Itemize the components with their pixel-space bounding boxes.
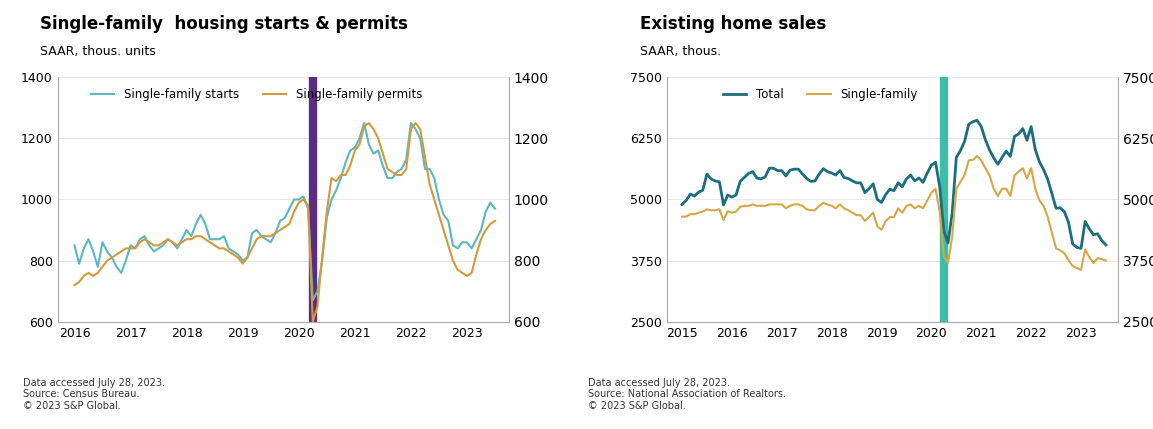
Text: SAAR, thous.: SAAR, thous. [640,45,721,58]
Line: Single-family starts: Single-family starts [75,123,495,300]
Text: Existing home sales: Existing home sales [640,15,827,33]
Single-family starts [175,237,189,242]
Single-family [791,202,805,207]
Text: Single-family  housing starts & permits: Single-family housing starts & permits [39,15,407,33]
Single-family starts [488,206,502,211]
Single-family starts [357,121,371,126]
Single-family [675,214,688,219]
Total [920,170,934,175]
Legend: Single-family starts, Single-family permits: Single-family starts, Single-family perm… [86,83,427,106]
Single-family permits [483,221,497,227]
Legend: Total, Single-family: Total, Single-family [718,83,922,106]
Total [1054,205,1068,210]
Total [1075,246,1088,251]
Single-family permits [68,283,82,288]
Total [1062,220,1076,225]
Single-family permits [432,212,446,218]
Single-family starts [315,258,329,263]
Single-family starts [432,197,446,202]
Single-family [1054,248,1068,253]
Single-family starts [483,200,497,205]
Single-family permits [362,121,376,126]
Single-family [1099,258,1113,263]
Line: Total: Total [681,120,1106,248]
Single-family permits [315,255,329,260]
Total [970,118,984,123]
Total [1065,242,1079,247]
Single-family [920,198,934,203]
Single-family starts [306,298,319,303]
Text: Data accessed July 28, 2023.
Source: National Association of Realtors.
© 2023 S&: Data accessed July 28, 2023. Source: Nat… [588,378,786,411]
Single-family starts [68,243,82,248]
Total [675,202,688,207]
Single-family [1062,257,1076,263]
Single-family [1075,267,1088,272]
Single-family [1078,247,1092,252]
Single-family permits [488,218,502,224]
Text: SAAR, thous. units: SAAR, thous. units [39,45,156,58]
Single-family [970,154,984,159]
Total [1099,242,1113,248]
Single-family starts [119,258,133,263]
Total [791,166,805,172]
Line: Single-family: Single-family [681,156,1106,270]
Total [1078,219,1092,224]
Single-family permits [166,240,180,245]
Single-family starts [166,240,180,245]
Single-family permits [306,319,319,324]
Text: Data accessed July 28, 2023.
Source: Census Bureau.
© 2023 S&P Global.: Data accessed July 28, 2023. Source: Cen… [23,378,165,411]
Line: Single-family permits: Single-family permits [75,123,495,322]
Single-family permits [119,246,133,251]
Single-family permits [175,240,189,245]
Single-family [1065,263,1079,269]
